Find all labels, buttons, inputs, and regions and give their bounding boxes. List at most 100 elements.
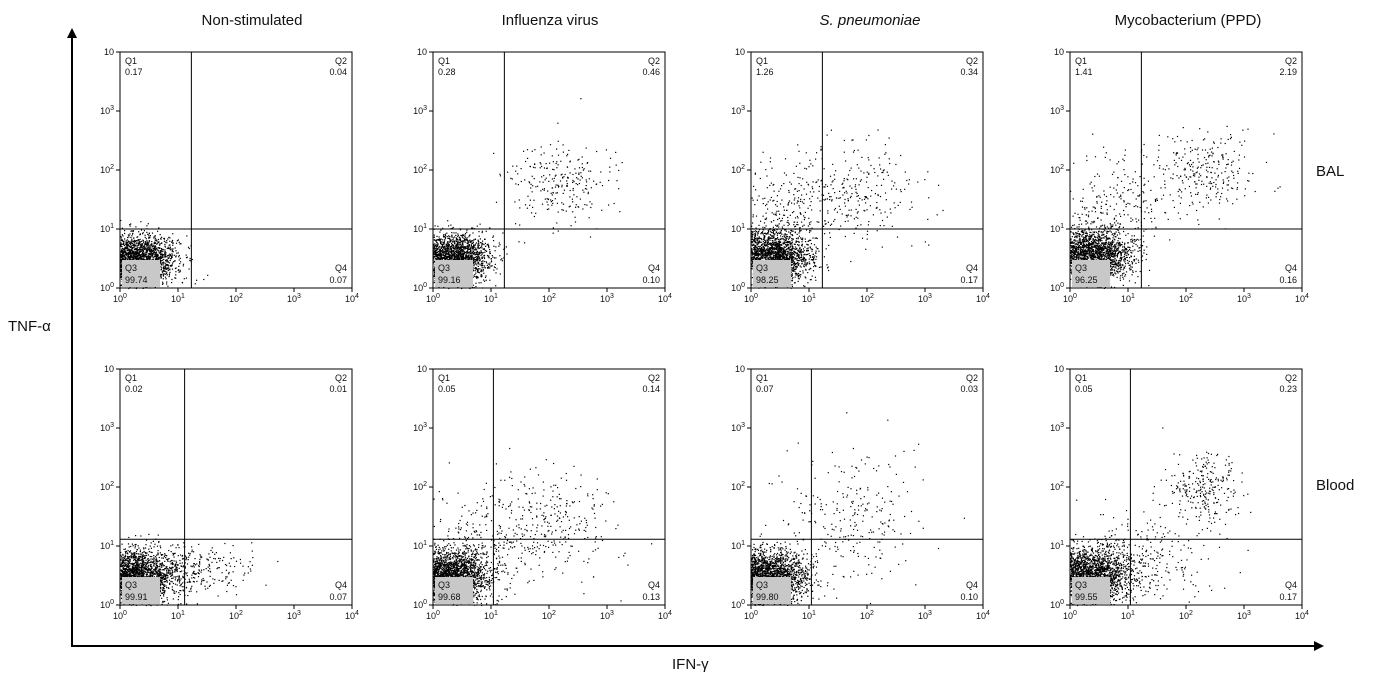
data-point <box>548 180 550 182</box>
data-point <box>130 259 132 261</box>
data-point <box>143 255 145 258</box>
data-point <box>469 258 471 260</box>
data-point <box>581 177 583 179</box>
data-point <box>495 246 497 248</box>
data-point <box>122 235 124 237</box>
data-point <box>534 163 536 165</box>
data-point <box>460 254 462 256</box>
data-point <box>489 251 491 253</box>
data-point <box>755 245 757 247</box>
data-point <box>443 246 445 248</box>
data-point <box>789 251 791 254</box>
data-point <box>795 274 797 276</box>
data-point <box>812 253 814 255</box>
data-point <box>138 242 140 244</box>
data-point <box>585 179 587 181</box>
data-point <box>481 256 483 258</box>
data-point <box>481 253 483 255</box>
data-point <box>476 277 478 279</box>
data-point <box>146 240 148 242</box>
data-point <box>170 258 172 260</box>
data-point <box>150 252 152 254</box>
data-point <box>811 248 814 250</box>
data-point <box>125 242 127 244</box>
data-point <box>591 203 593 205</box>
data-point <box>163 237 165 240</box>
data-point <box>755 254 757 256</box>
data-point <box>448 241 450 243</box>
data-point <box>479 238 481 240</box>
data-point <box>138 249 140 251</box>
data-point <box>127 256 129 258</box>
data-point <box>454 241 456 243</box>
data-point <box>527 157 529 159</box>
data-point <box>168 254 170 256</box>
data-point <box>156 243 158 245</box>
data-point <box>529 204 531 206</box>
data-point <box>480 252 482 254</box>
data-point <box>136 249 138 251</box>
data-point <box>166 240 168 242</box>
data-point <box>507 171 509 173</box>
data-point <box>455 256 457 258</box>
data-point <box>129 224 131 226</box>
data-point <box>469 248 471 251</box>
q1-label: Q1 <box>438 56 450 66</box>
data-point <box>767 250 770 252</box>
data-point <box>578 182 580 185</box>
data-point <box>490 265 492 267</box>
data-point <box>160 254 162 256</box>
data-point <box>807 225 809 227</box>
data-point <box>769 257 771 259</box>
data-point <box>169 254 171 256</box>
data-point <box>164 243 166 245</box>
data-point <box>557 230 559 232</box>
data-point <box>134 255 137 257</box>
data-point <box>144 255 146 257</box>
data-point <box>456 256 458 258</box>
data-point <box>150 243 152 246</box>
x-tick-label: 103 <box>287 293 301 304</box>
data-point <box>578 167 581 169</box>
data-point <box>135 258 138 260</box>
data-point <box>769 239 771 241</box>
data-point <box>476 276 478 278</box>
data-point <box>820 266 822 268</box>
data-point <box>161 254 163 257</box>
data-point <box>129 241 131 243</box>
data-point <box>120 235 122 238</box>
data-point <box>477 269 479 271</box>
data-point <box>472 257 474 259</box>
data-point <box>761 254 763 256</box>
data-point <box>551 200 554 202</box>
data-point <box>773 252 775 254</box>
q1-value: 0.28 <box>438 67 456 77</box>
data-point <box>466 253 468 255</box>
data-point <box>152 254 154 256</box>
data-point <box>450 246 452 248</box>
data-point <box>588 170 590 172</box>
data-point <box>439 242 442 244</box>
data-point <box>121 246 123 248</box>
data-point <box>763 237 766 239</box>
data-point <box>445 247 447 249</box>
data-point <box>557 186 560 188</box>
data-point <box>169 259 171 262</box>
data-point <box>161 272 164 274</box>
data-point <box>464 232 467 235</box>
data-point <box>167 267 169 269</box>
x-tick-label: 101 <box>484 293 498 304</box>
data-point <box>434 245 437 247</box>
data-point <box>172 233 174 235</box>
data-point <box>850 260 852 263</box>
data-point <box>782 253 784 255</box>
data-point <box>141 249 143 251</box>
data-point <box>482 270 484 272</box>
data-point <box>452 245 454 247</box>
data-point <box>457 251 460 253</box>
data-point <box>467 242 469 244</box>
data-point <box>164 270 166 272</box>
data-point <box>827 266 829 268</box>
data-point <box>590 187 592 189</box>
data-point <box>755 240 757 242</box>
